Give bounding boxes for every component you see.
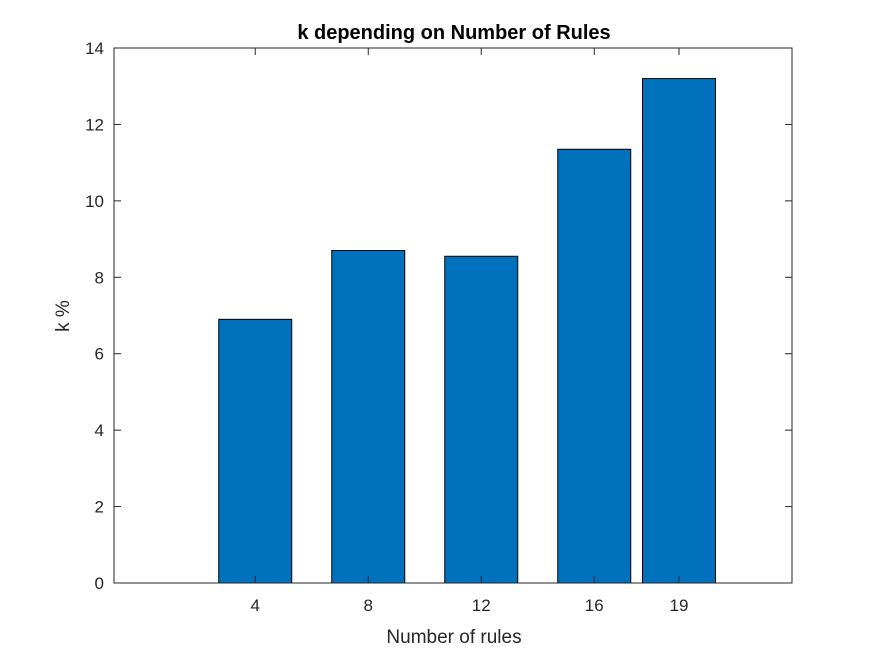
y-tick-label: 12 <box>85 115 104 134</box>
y-tick-label: 10 <box>85 192 104 211</box>
x-axis-label: Number of rules <box>386 627 521 648</box>
y-tick-label: 4 <box>95 421 104 440</box>
bar-19 <box>642 78 716 584</box>
y-tick-label: 8 <box>95 268 104 287</box>
y-tick-label: 6 <box>95 345 104 364</box>
x-tick-label: 19 <box>670 596 689 615</box>
x-tick-label: 8 <box>364 596 373 615</box>
x-tick-label: 16 <box>585 596 604 615</box>
bar-8 <box>331 250 406 584</box>
y-axis-label: k % <box>53 300 74 332</box>
y-tick-label: 14 <box>85 39 104 58</box>
x-tick-label: 12 <box>472 596 491 615</box>
axes-layer: 0 2 4 6 8 10 12 14 4 8 12 16 19 <box>85 39 793 615</box>
chart-title: k depending on Number of Rules <box>297 22 610 44</box>
y-tick-label: 2 <box>95 498 104 517</box>
plot-frame <box>113 47 793 584</box>
bar-16 <box>557 148 632 584</box>
bar-4 <box>218 318 293 584</box>
bar-12 <box>444 255 519 584</box>
bars-layer <box>218 78 716 584</box>
x-tick-label: 4 <box>251 596 260 615</box>
y-tick-label: 0 <box>95 574 104 593</box>
